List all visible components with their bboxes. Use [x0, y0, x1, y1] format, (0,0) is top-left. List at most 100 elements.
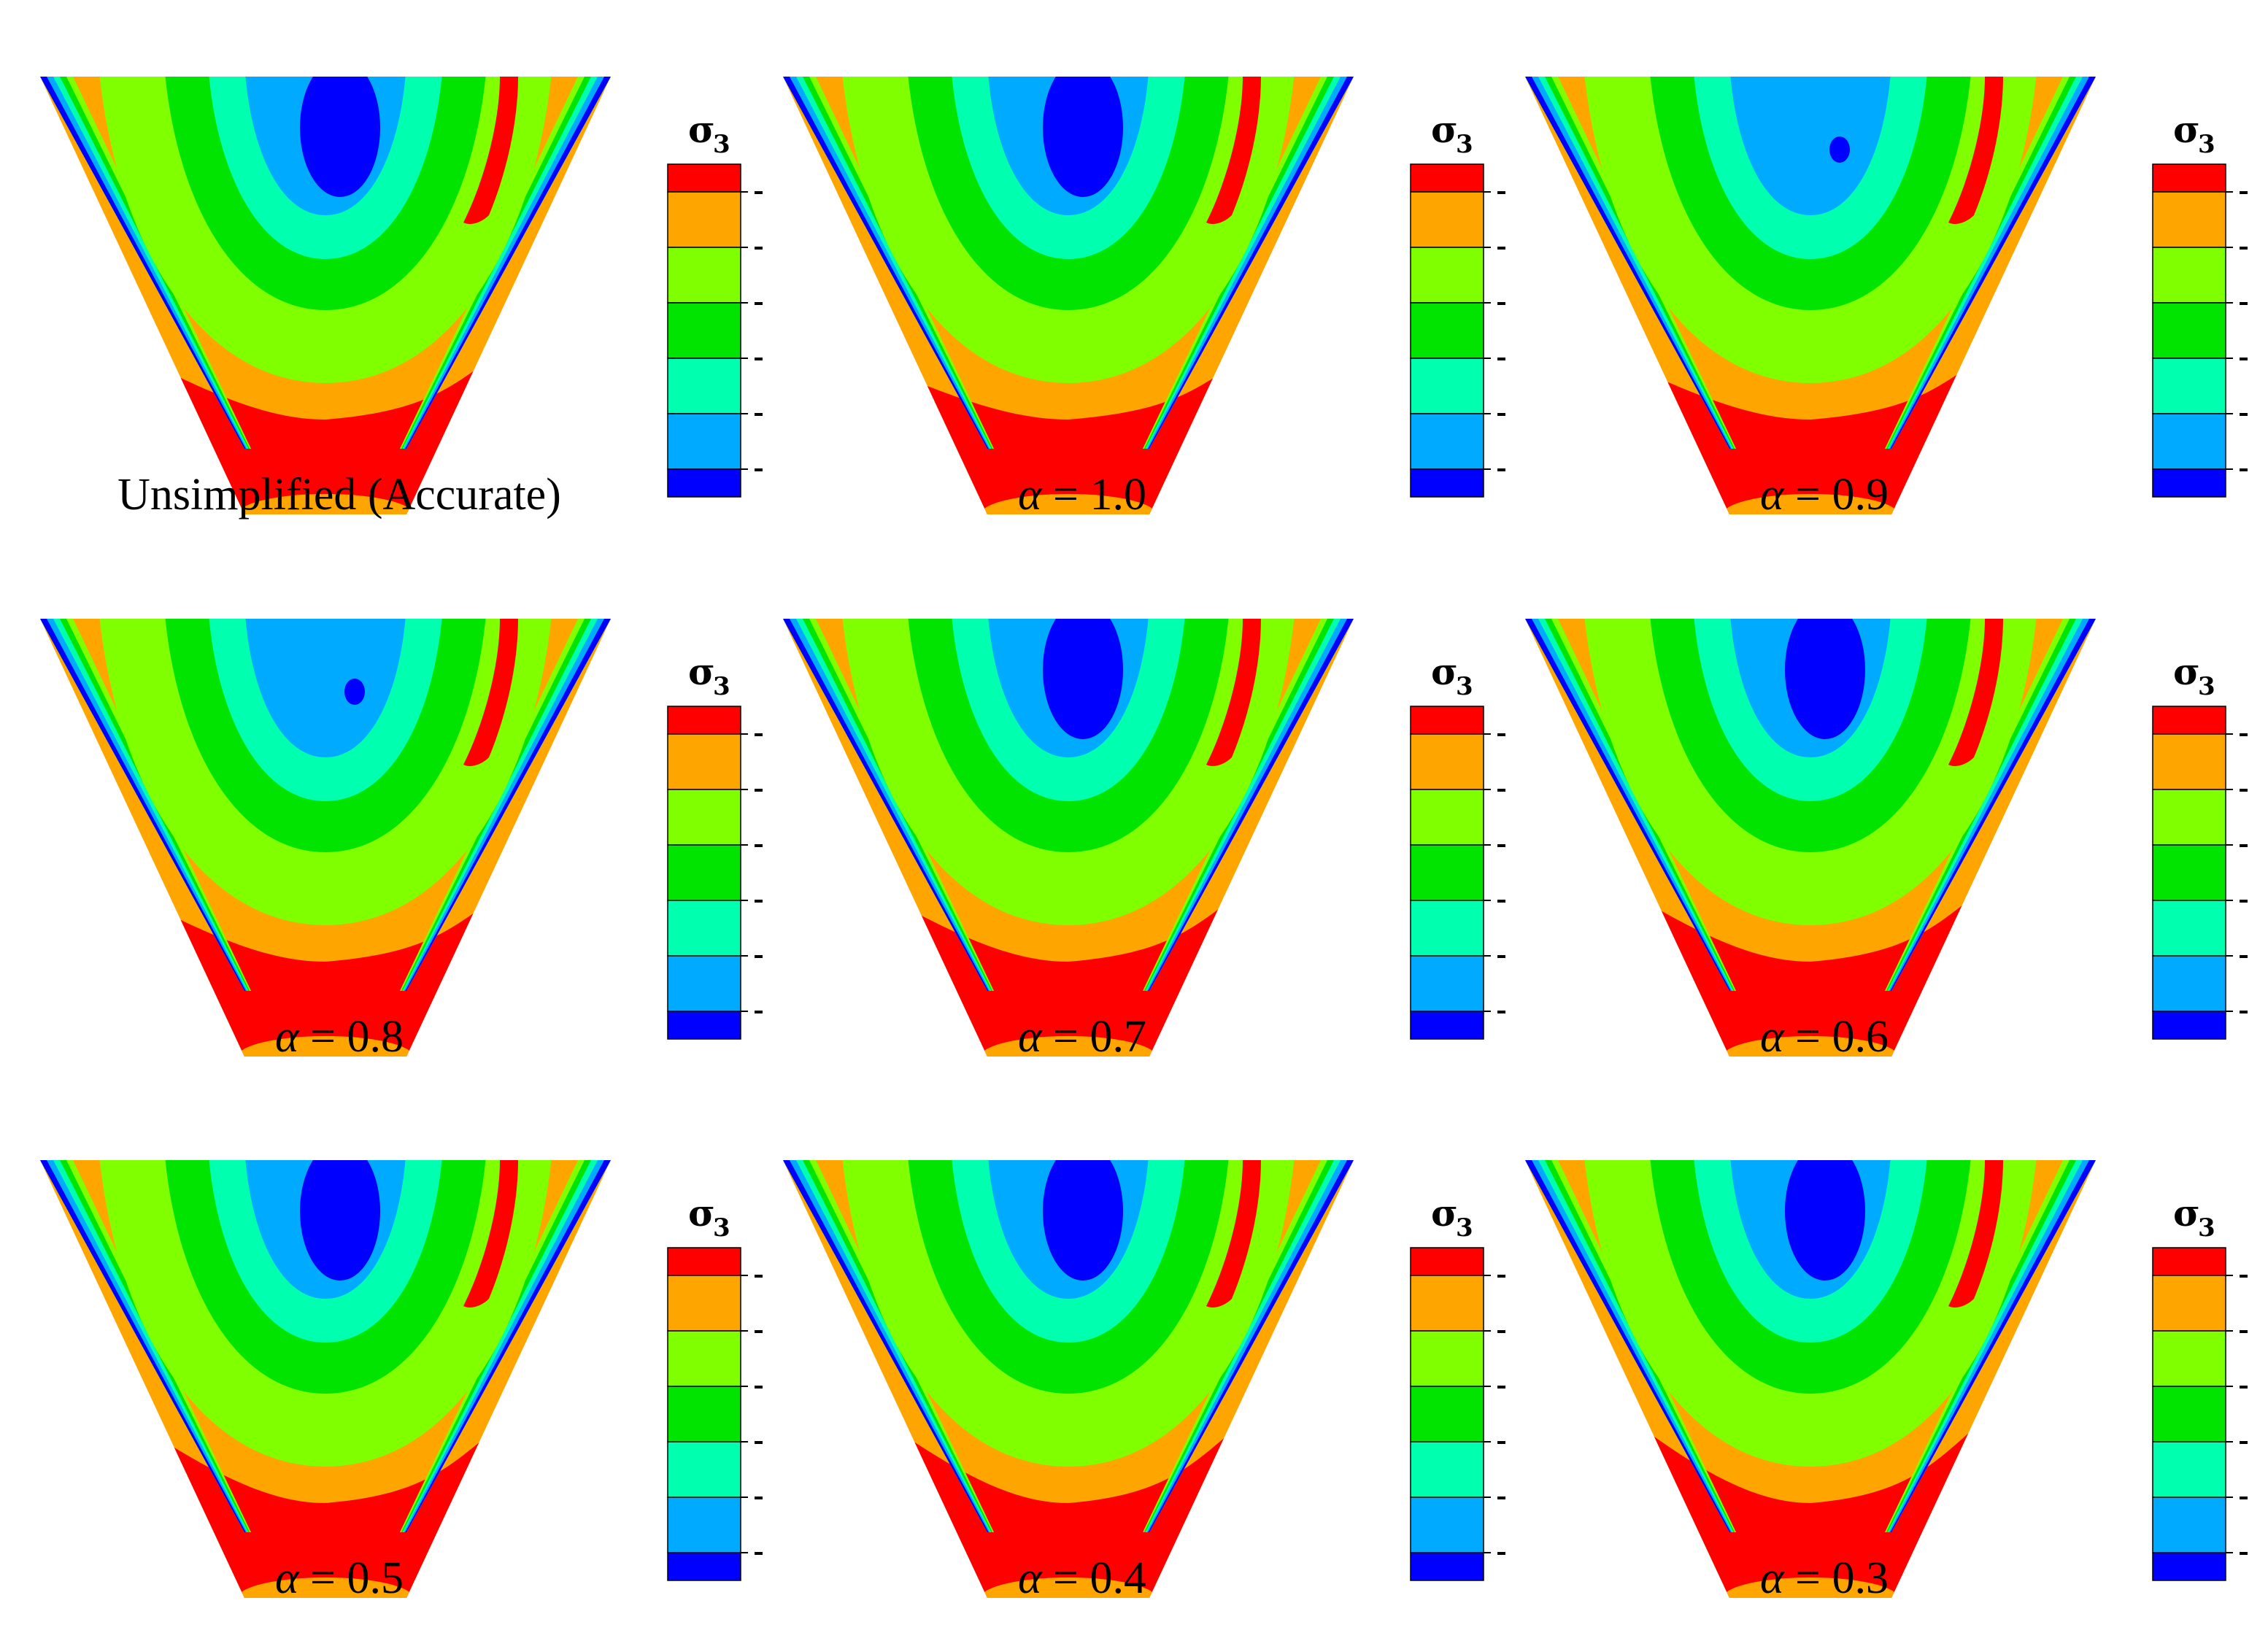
colorbar-tick-label: −0.8 — [2236, 1366, 2248, 1407]
colorbar-segment — [1410, 358, 1484, 414]
panel-caption: α = 0.5 — [33, 1553, 646, 1604]
level-band — [1525, 77, 1731, 449]
colorbar-tick-label: −1.4 — [1494, 991, 1505, 1032]
panel-caption: Unsimplified (Accurate) — [117, 470, 561, 520]
colorbar-tick-label: −1 — [2236, 880, 2248, 921]
level-band — [1525, 619, 1731, 991]
contour-panel: σ3 −0.4 −0.6 −0.8 −1 −1.2 −1.4 α = 0.7 — [776, 568, 1505, 1108]
colorbar-segment — [1410, 247, 1484, 304]
colorbar-tick-label: −1.4 — [751, 449, 763, 490]
panel-caption: α = 1.0 — [776, 469, 1389, 521]
contour-plot: σ3 −0.4 −0.6 −0.8 −1 −1.2 −1.4 — [1525, 1160, 2248, 1598]
level-band — [1525, 1160, 1731, 1532]
colorbar-tick-label: −0.8 — [751, 282, 763, 323]
level-band — [1730, 77, 1891, 215]
level-band — [1206, 1160, 1261, 1308]
alpha-value: = 0.3 — [1783, 1553, 1889, 1603]
colorbar-segment — [1410, 733, 1484, 790]
alpha-value: = 0.8 — [298, 1012, 404, 1062]
colorbar-tick-label: −0.8 — [1494, 824, 1505, 865]
colorbar-tick-label: −0.8 — [1494, 282, 1505, 323]
level-band — [1723, 1577, 1898, 1598]
colorbar-segment — [2152, 1386, 2226, 1443]
alpha-value: = 0.7 — [1041, 1012, 1146, 1062]
colorbar-tick-label: −0.4 — [2236, 1255, 2248, 1296]
colorbar-tick-label: −1 — [751, 880, 763, 921]
colorbar-segment — [1410, 1552, 1484, 1581]
contour-panel: σ3 −0.4 −0.6 −0.8 −1 −1.2 −1.4 α = 0.3 — [1518, 1109, 2248, 1649]
colorbar-tick-label: −0.6 — [2236, 227, 2248, 268]
colorbar-segment — [2152, 468, 2226, 498]
colorbar-tick-label: −1 — [1494, 1421, 1505, 1462]
stress-field — [783, 619, 1354, 1057]
contour-plot: σ3 −0.4 −0.6 −0.8 −1 −1.2 −1.4 — [1525, 77, 2248, 514]
colorbar-tick-label: −1.4 — [1494, 449, 1505, 490]
panel-caption: α = 0.8 — [33, 1011, 646, 1063]
panel-caption: α = 0.3 — [1518, 1553, 2131, 1604]
colorbar-segment — [1410, 163, 1484, 193]
colorbar-segment — [667, 1247, 741, 1276]
level-band — [1948, 619, 2003, 766]
level-band — [1206, 619, 1261, 766]
colorbar-segment — [667, 1497, 741, 1553]
alpha-symbol: α — [274, 1012, 299, 1062]
colorbar-tick-label: −1.4 — [2236, 1532, 2248, 1573]
stress-field — [40, 619, 611, 1057]
level-band — [783, 1160, 989, 1532]
level-band — [1723, 1036, 1898, 1057]
colorbar-tick-label: −1.4 — [2236, 449, 2248, 490]
colorbar-tick-label: −1.2 — [2236, 935, 2248, 976]
level-band — [238, 1036, 413, 1057]
colorbar-segment — [2152, 163, 2226, 193]
colorbar-title: σ — [1431, 1192, 1458, 1235]
colorbar-segment — [2152, 733, 2226, 790]
level-band — [1148, 77, 1354, 449]
colorbar-segment — [2152, 358, 2226, 414]
colorbar-tick-label: −0.8 — [2236, 282, 2248, 323]
colorbar-segment — [2152, 1552, 2226, 1581]
level-band — [463, 77, 518, 224]
colorbar-title-subscript: 3 — [2198, 672, 2215, 701]
colorbar-segment — [667, 955, 741, 1012]
colorbar-tick-label: −0.4 — [1494, 714, 1505, 754]
alpha-value: = 0.9 — [1783, 470, 1889, 520]
contour-plot: σ3 −0.4 −0.6 −0.8 −1 −1.2 −1.4 — [40, 619, 763, 1057]
colorbar-tick-label: −1 — [751, 338, 763, 379]
colorbar-segment — [1410, 1386, 1484, 1443]
level-band — [981, 494, 1156, 514]
colorbar-tick-label: −1 — [1494, 338, 1505, 379]
contour-plot: σ3 −0.4 −0.6 −0.8 −1 −1.2 −1.4 — [1525, 619, 2248, 1057]
colorbar-tick-label: −1.4 — [2236, 991, 2248, 1032]
alpha-symbol: α — [1759, 1012, 1784, 1062]
level-band — [344, 679, 365, 705]
colorbar-tick-label: −0.6 — [1494, 1310, 1505, 1351]
colorbar-segment — [667, 733, 741, 790]
panel-caption: α = 0.6 — [1518, 1011, 2131, 1063]
level-band — [1148, 619, 1354, 991]
colorbar-segment — [1410, 844, 1484, 901]
colorbar-segment — [667, 1275, 741, 1332]
colorbar-segment — [667, 413, 741, 470]
colorbar-segment — [1410, 1330, 1484, 1387]
colorbar-segment — [667, 844, 741, 901]
level-band — [40, 1160, 246, 1532]
colorbar-segment — [2152, 191, 2226, 248]
colorbar-tick-label: −0.6 — [751, 1310, 763, 1351]
contour-plot: σ3 −0.4 −0.6 −0.8 −1 −1.2 −1.4 — [783, 619, 1505, 1057]
colorbar-segment — [667, 358, 741, 414]
colorbar-tick-label: −0.4 — [1494, 171, 1505, 212]
colorbar-segment — [2152, 1011, 2226, 1040]
colorbar-segment — [1410, 1011, 1484, 1040]
colorbar-title: σ — [2173, 650, 2200, 693]
contour-panel: σ3 −0.4 −0.6 −0.8 −1 −1.2 −1.4 α = 0.6 — [1518, 568, 2248, 1108]
contour-plot: σ3 −0.4 −0.6 −0.8 −1 −1.2 −1.4 — [783, 77, 1505, 514]
alpha-symbol: α — [1759, 470, 1784, 520]
colorbar-title-subscript: 3 — [1456, 1213, 1473, 1243]
colorbar-tick-label: −0.8 — [1494, 1366, 1505, 1407]
colorbar-segment — [1410, 413, 1484, 470]
colorbar-tick-label: −1.2 — [751, 1477, 763, 1518]
alpha-symbol: α — [1017, 1012, 1042, 1062]
colorbar-tick-label: −0.6 — [751, 227, 763, 268]
colorbar-tick-label: −0.4 — [751, 171, 763, 212]
colorbar-segment — [667, 302, 741, 359]
